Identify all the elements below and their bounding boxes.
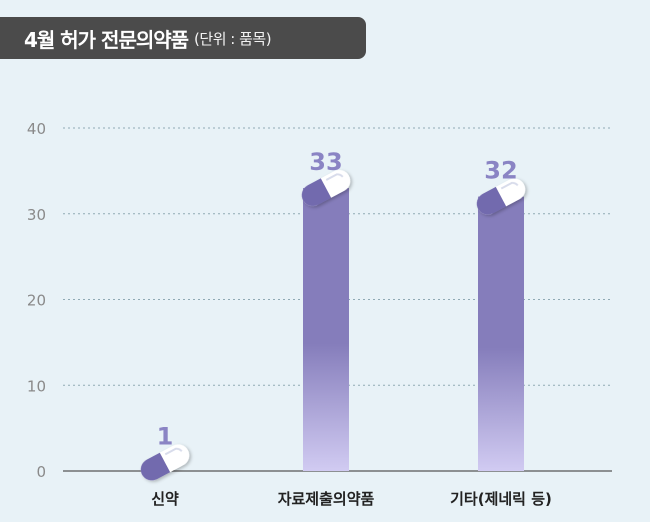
category-label: 기타(제네릭 등)	[450, 490, 552, 508]
capsule-highlight	[325, 173, 344, 181]
value-label: 1	[157, 422, 174, 450]
value-label: 32	[484, 157, 517, 185]
capsule-half	[140, 452, 171, 481]
y-tick-label: 40	[27, 120, 46, 138]
capsule-icon	[476, 178, 526, 215]
y-tick-label: 10	[27, 377, 46, 395]
chart-subtitle: (단위 : 품목)	[194, 29, 272, 48]
y-tick-label: 0	[36, 463, 46, 481]
capsule-half	[476, 186, 507, 215]
capsule-icon	[301, 169, 351, 207]
capsule-half	[301, 178, 332, 207]
bar	[303, 188, 349, 471]
value-label: 33	[309, 148, 342, 176]
title-banner: 4월 허가 전문의약품 (단위 : 품목)	[0, 17, 366, 59]
capsule-icon	[140, 444, 190, 481]
y-tick-label: 20	[27, 292, 46, 310]
category-label: 자료제출의약품	[278, 490, 375, 508]
chart-title: 4월 허가 전문의약품	[24, 27, 189, 52]
y-tick-label: 30	[27, 206, 46, 224]
bar	[478, 196, 524, 471]
category-label: 신약	[151, 490, 179, 508]
capsule-highlight	[164, 447, 183, 456]
capsule-highlight	[500, 181, 519, 190]
